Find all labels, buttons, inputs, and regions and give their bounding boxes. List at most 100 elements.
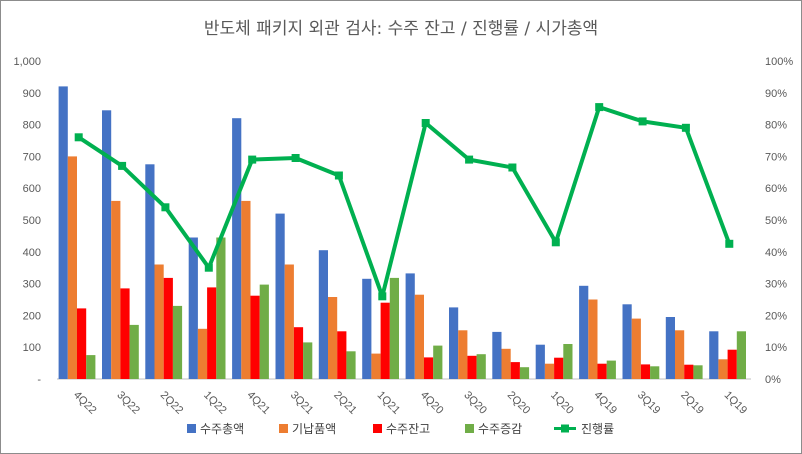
bar-2-4Q22 <box>67 156 77 379</box>
bar-4-3Q22 <box>129 324 139 379</box>
y-right-tick-label: 70% <box>765 151 787 163</box>
bar-2-2Q22 <box>154 264 164 379</box>
bar-4-1Q22 <box>216 237 226 379</box>
bar-1-3Q21 <box>275 213 285 379</box>
bar-1-1Q22 <box>188 237 198 379</box>
bar-4-2Q20 <box>519 367 530 379</box>
bar-2-4Q19 <box>588 299 598 379</box>
bar-series-group <box>58 86 746 380</box>
y-left-tick-label: 700 <box>23 151 41 163</box>
bar-4-3Q20 <box>476 354 486 379</box>
bar-4-4Q22 <box>86 355 96 379</box>
bar-4-4Q20 <box>433 345 443 379</box>
bar-3-4Q19 <box>597 363 607 379</box>
legend-swatch <box>279 424 288 433</box>
y-right-tick-label: 20% <box>765 310 787 322</box>
bar-3-3Q19 <box>640 364 651 379</box>
bar-2-4Q20 <box>414 294 424 379</box>
bar-2-2Q20 <box>501 348 511 379</box>
x-tick-label: 3Q21 <box>288 389 316 417</box>
bar-3-4Q22 <box>77 308 87 379</box>
y-right-tick-label: 60% <box>765 183 787 195</box>
x-tick-label: 4Q19 <box>592 389 620 417</box>
bar-4-3Q19 <box>650 366 660 379</box>
y-right-tick-label: 0% <box>765 374 781 386</box>
bar-1-3Q20 <box>449 307 459 379</box>
bar-1-4Q22 <box>58 86 68 380</box>
bar-1-3Q19 <box>622 304 632 379</box>
line-marker-3Q22 <box>118 161 127 170</box>
line-marker-1Q20 <box>551 238 560 247</box>
legend-swatch <box>187 424 196 433</box>
bar-2-3Q22 <box>111 200 121 379</box>
bar-4-4Q19 <box>606 360 616 379</box>
y-right-tick-label: 30% <box>765 279 787 291</box>
y-left-tick-label: 100 <box>23 342 41 354</box>
x-tick-label: 2Q22 <box>158 389 186 417</box>
line-marker-1Q19 <box>725 239 734 248</box>
bar-3-2Q20 <box>510 362 520 379</box>
legend-swatch <box>373 424 382 433</box>
bar-2-2Q21 <box>328 297 338 379</box>
y-left-tick-label: 300 <box>23 279 41 291</box>
legend-label: 진행률 <box>581 421 614 436</box>
y-left-tick-label: 800 <box>23 120 41 132</box>
bar-2-3Q20 <box>458 330 468 379</box>
y-left-tick-label: 200 <box>23 310 41 322</box>
y-left-tick-label: 600 <box>23 183 41 195</box>
line-marker-1Q21 <box>378 292 387 301</box>
bar-1-2Q22 <box>145 164 155 379</box>
line-marker-2Q20 <box>508 163 517 172</box>
bar-2-4Q21 <box>241 200 251 379</box>
line-marker-2Q21 <box>334 171 343 180</box>
bar-3-3Q22 <box>120 288 130 379</box>
bar-1-2Q19 <box>665 317 675 379</box>
x-tick-label: 4Q22 <box>71 389 99 417</box>
y-left-tick-label: 900 <box>23 88 41 100</box>
x-tick-label: 3Q22 <box>114 389 142 417</box>
line-marker-2Q19 <box>681 123 690 132</box>
y-left-tick-label: - <box>37 374 41 386</box>
bar-2-1Q21 <box>371 353 381 379</box>
y-right-tick-label: 50% <box>765 215 787 227</box>
bar-2-1Q22 <box>197 328 208 379</box>
bar-2-1Q19 <box>718 359 728 379</box>
bar-3-3Q21 <box>293 327 304 379</box>
bar-1-2Q20 <box>492 331 502 379</box>
bar-3-1Q19 <box>727 349 737 379</box>
y-left-tick-label: 1,000 <box>13 56 41 68</box>
bar-2-3Q21 <box>284 264 294 379</box>
bar-1-1Q19 <box>709 331 719 379</box>
bar-3-1Q21 <box>380 302 390 379</box>
bar-2-3Q19 <box>631 318 641 379</box>
legend-swatch <box>465 424 474 433</box>
line-marker-4Q19 <box>595 103 604 112</box>
bar-1-4Q21 <box>232 118 242 379</box>
line-marker-3Q19 <box>638 117 647 126</box>
bar-4-2Q19 <box>693 365 703 379</box>
y-left-tick-label: 500 <box>23 215 41 227</box>
x-tick-label: 1Q19 <box>722 389 750 417</box>
bar-4-2Q22 <box>172 305 183 379</box>
line-series-group <box>74 103 734 301</box>
bar-4-4Q21 <box>259 284 269 379</box>
bar-3-2Q22 <box>163 277 173 379</box>
bar-1-4Q19 <box>579 285 589 379</box>
bar-1-2Q21 <box>318 250 328 379</box>
bar-4-3Q21 <box>303 342 313 379</box>
bar-1-1Q21 <box>362 278 372 379</box>
bar-1-1Q20 <box>535 344 545 379</box>
x-tick-label: 3Q19 <box>635 389 663 417</box>
bar-4-1Q21 <box>389 277 399 379</box>
line-marker-3Q20 <box>465 155 474 164</box>
x-tick-label: 2Q20 <box>505 389 533 417</box>
x-tick-label: 2Q21 <box>331 389 359 417</box>
x-tick-label: 1Q22 <box>201 389 229 417</box>
legend-label: 기납품액 <box>292 422 336 436</box>
x-tick-label: 3Q20 <box>461 389 489 417</box>
bar-3-1Q20 <box>554 357 564 379</box>
bar-2-2Q19 <box>675 330 685 379</box>
line-series-path <box>77 105 732 299</box>
